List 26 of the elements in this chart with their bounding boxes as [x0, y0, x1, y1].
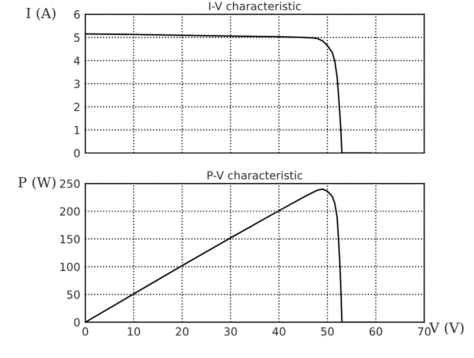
x-tick-label: 40	[272, 327, 286, 336]
x-tick-label: 50	[321, 327, 334, 336]
y-tick-label: 100	[60, 262, 80, 272]
x-tick-label: 60	[370, 327, 382, 336]
y-tick-label: 50	[67, 290, 80, 299]
y-tick-label: 1	[74, 126, 80, 134]
y-tick-label: 2	[74, 102, 80, 111]
y-axis-title: P (W)	[18, 176, 56, 190]
y-tick-label: 3	[74, 80, 80, 88]
x-tick-label: 30	[224, 327, 237, 336]
chart-title: I-V characteristic	[209, 2, 301, 10]
y-tick-label: 5	[74, 34, 80, 42]
y-tick-label: 250	[60, 179, 80, 188]
y-tick-label: 0	[74, 148, 80, 158]
y-tick-label: 6	[74, 10, 80, 19]
x-tick-label: 70	[418, 327, 431, 336]
y-tick-label: 0	[74, 318, 80, 327]
y-tick-label: 4	[74, 56, 80, 65]
x-tick-label: 20	[176, 327, 188, 336]
y-tick-label: 200	[60, 207, 80, 216]
chart-title: P-V characteristic	[208, 170, 302, 180]
y-axis-title: I (A)	[26, 8, 56, 20]
x-tick-label: 0	[82, 327, 88, 336]
x-tick-label: 10	[128, 327, 140, 336]
x-axis-title: V (V)	[429, 322, 464, 335]
y-tick-label: 150	[60, 234, 80, 244]
